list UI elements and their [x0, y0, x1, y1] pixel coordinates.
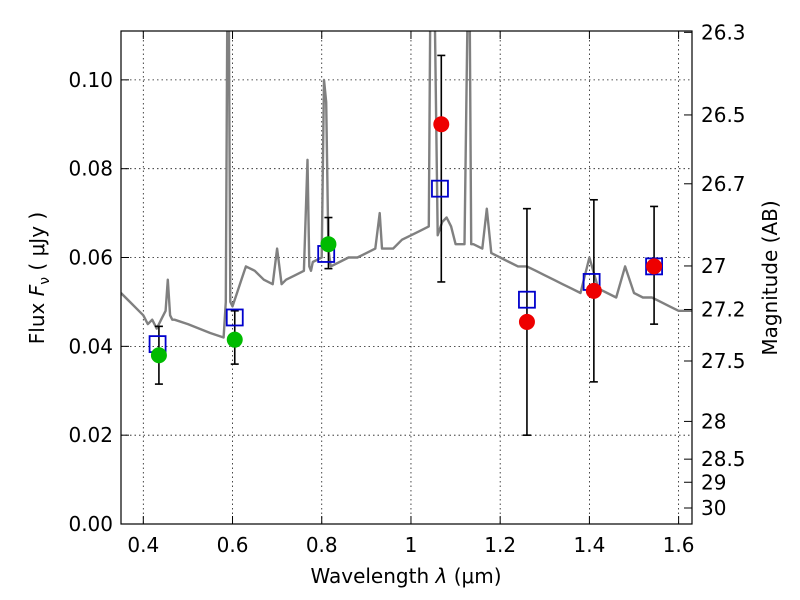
y2-tick-label: 27.5 [701, 349, 746, 373]
y-tick-label: 0.06 [68, 246, 113, 270]
flux-point-marker [150, 347, 167, 364]
grid-lines [121, 31, 692, 524]
flux-point-marker [320, 236, 337, 253]
y2-tick-label: 26.3 [701, 20, 746, 44]
x-tick-label: 0.8 [306, 533, 338, 557]
bandpass-square-marker [431, 179, 449, 198]
x-tick-label: 1.2 [484, 533, 516, 557]
flux-point-marker [433, 116, 450, 133]
x-tick-label: 1 [405, 533, 418, 557]
ticks: 0.4 0.6 0.8 1 1.2 1.4 1.6 0.00 0.02 0.04 0.06 0.08 0… [68, 20, 745, 557]
y2-tick-label: 30 [701, 496, 726, 520]
y2-tick-label: 29 [701, 470, 726, 494]
x-tick-label: 0.6 [217, 533, 249, 557]
bandpass-square-marker [225, 308, 244, 327]
y-tick-label: 0.08 [68, 157, 113, 181]
y2-tick-label: 27 [701, 254, 726, 278]
x-axis-label: Wavelength λ (μm) [310, 564, 501, 588]
y-tick-label: 0.04 [68, 334, 113, 358]
y-tick-label: 0.00 [68, 512, 113, 536]
flux-point-marker [226, 331, 243, 348]
x-tick-label: 1.4 [573, 533, 605, 557]
y2-axis-label: Magnitude (AB) [758, 200, 782, 355]
spectrum-line [121, 31, 692, 339]
x-tick-label: 0.4 [127, 533, 159, 557]
bandpass-square-marker [518, 290, 536, 309]
flux-point-marker [585, 282, 602, 299]
y-axis-label: Flux Fν ( μJy ) [25, 212, 53, 344]
plot-area [121, 31, 692, 436]
y-tick-label: 0.02 [68, 423, 113, 447]
axes-frame [120, 30, 693, 525]
flux-point-marker [518, 313, 535, 330]
y-tick-label: 0.10 [68, 68, 113, 92]
y2-tick-label: 28 [701, 409, 726, 433]
y2-tick-label: 28.5 [701, 447, 746, 471]
plot-frame [120, 30, 693, 525]
flux-point-marker [646, 258, 663, 275]
y2-tick-label: 26.5 [701, 103, 746, 127]
x-tick-label: 1.6 [663, 533, 695, 557]
y2-tick-label: 26.7 [701, 172, 746, 196]
y2-tick-label: 27.2 [701, 297, 746, 321]
